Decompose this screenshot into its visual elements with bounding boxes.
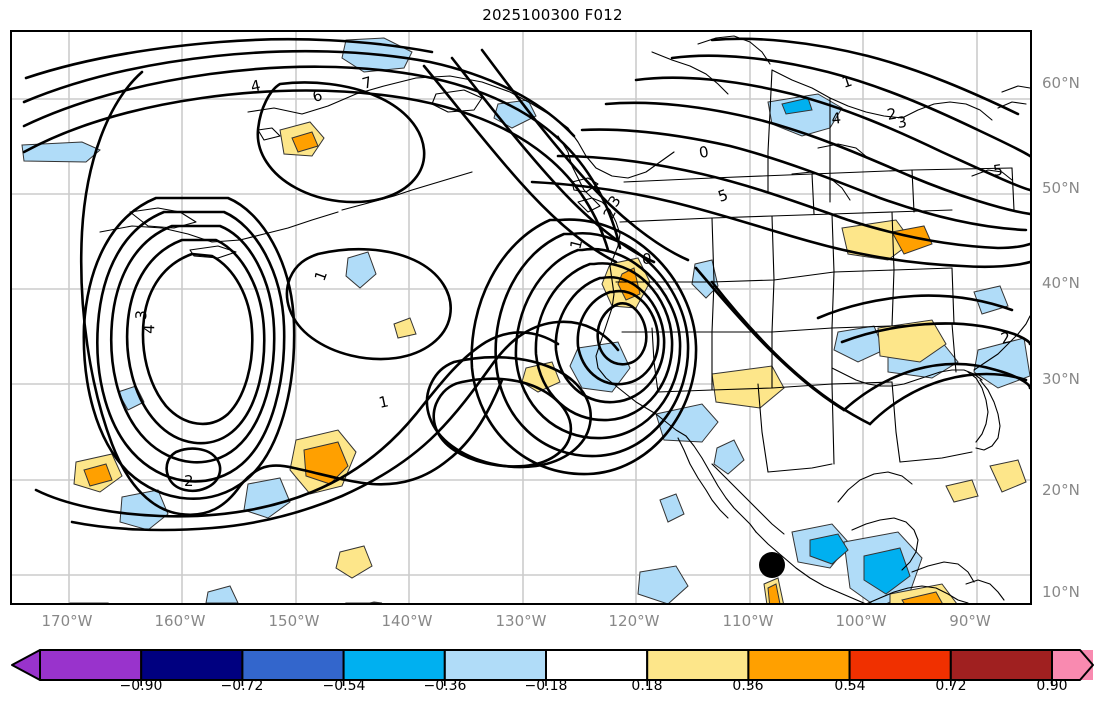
- contour-label: 7: [360, 73, 374, 93]
- colorbar-seg-8: [848, 649, 952, 681]
- y-tick-20n: 20°N: [1042, 481, 1080, 499]
- contour-labels: 6 7 4 1 3 4 2 1 1 2 3 5 1 2 3 4 5: [132, 72, 1012, 490]
- map-svg: 6 7 4 1 3 4 2 1 1 2 3 5 1 2 3 4 5: [12, 32, 1030, 603]
- cbar-tick-3: −0.36: [423, 678, 467, 694]
- cbar-tick-2: −0.54: [322, 678, 366, 694]
- x-tick-130w: 130°W: [495, 612, 547, 630]
- colorbar[interactable]: −0.90 −0.72 −0.54 −0.36 −0.18 0.18 0.36 …: [0, 648, 1105, 712]
- cbar-tick-8: 0.72: [935, 678, 967, 694]
- cbar-tick-4: −0.18: [524, 678, 568, 694]
- colorbar-svg: [11, 649, 1094, 686]
- cbar-tick-6: 0.36: [732, 678, 764, 694]
- colorbar-seg-0: [39, 649, 143, 681]
- anomaly-shading: [21, 37, 1030, 603]
- x-tick-120w: 120°W: [608, 612, 660, 630]
- x-tick-140w: 140°W: [381, 612, 433, 630]
- map-plot-area[interactable]: 6 7 4 1 3 4 2 1 1 2 3 5 1 2 3 4 5: [10, 30, 1032, 605]
- contour-label: 0: [698, 143, 711, 162]
- colorbar-seg-3: [342, 649, 446, 681]
- colorbar-extend-low: [11, 649, 41, 681]
- page-title: 2025100300 F012: [482, 6, 623, 24]
- contour-label: 3: [132, 309, 151, 320]
- contour-label: 4: [249, 76, 262, 96]
- y-tick-50n: 50°N: [1042, 179, 1080, 197]
- contour-label: 1: [377, 392, 390, 412]
- contour-label: 1: [566, 237, 586, 251]
- contour-label: 5: [992, 161, 1004, 180]
- contour-label: 2: [999, 328, 1012, 348]
- colorbar-seg-2: [241, 649, 345, 681]
- x-tick-170w: 170°W: [41, 612, 93, 630]
- colorbar-seg-7: [747, 649, 851, 681]
- colorbar-seg-6: [646, 649, 750, 681]
- x-tick-100w: 100°W: [835, 612, 887, 630]
- contour-label: 2: [184, 472, 194, 490]
- contour-label: 0: [642, 250, 652, 268]
- cbar-tick-0: −0.90: [119, 678, 163, 694]
- contour-label: 1: [311, 268, 331, 283]
- contour-label: 2: [886, 105, 899, 124]
- colorbar-seg-5: [545, 649, 649, 681]
- x-tick-150w: 150°W: [268, 612, 320, 630]
- x-tick-90w: 90°W: [949, 612, 991, 630]
- contour-lines: [22, 37, 1030, 532]
- y-tick-10n: 10°N: [1042, 583, 1080, 601]
- contour-label: 1: [840, 72, 855, 92]
- colorbar-seg-9: [949, 649, 1053, 681]
- y-tick-40n: 40°N: [1042, 274, 1080, 292]
- contour-label: 4: [140, 324, 158, 334]
- contour-label: 3: [896, 113, 908, 132]
- cbar-tick-9: 0.90: [1036, 678, 1068, 694]
- contour-label: 4: [831, 109, 842, 128]
- contour-label: 6: [311, 86, 325, 106]
- cbar-tick-7: 0.54: [834, 678, 866, 694]
- x-tick-110w: 110°W: [722, 612, 774, 630]
- cbar-tick-5: 0.18: [631, 678, 663, 694]
- colorbar-seg-1: [140, 649, 244, 681]
- storm-center-marker[interactable]: [759, 552, 785, 578]
- coastlines: [99, 35, 1030, 603]
- y-tick-30n: 30°N: [1042, 370, 1080, 388]
- y-tick-60n: 60°N: [1042, 74, 1080, 92]
- colorbar-extend-high: [1051, 649, 1094, 681]
- x-tick-160w: 160°W: [154, 612, 206, 630]
- cbar-tick-1: −0.72: [220, 678, 264, 694]
- colorbar-seg-4: [443, 649, 547, 681]
- contour-label: 5: [716, 186, 731, 206]
